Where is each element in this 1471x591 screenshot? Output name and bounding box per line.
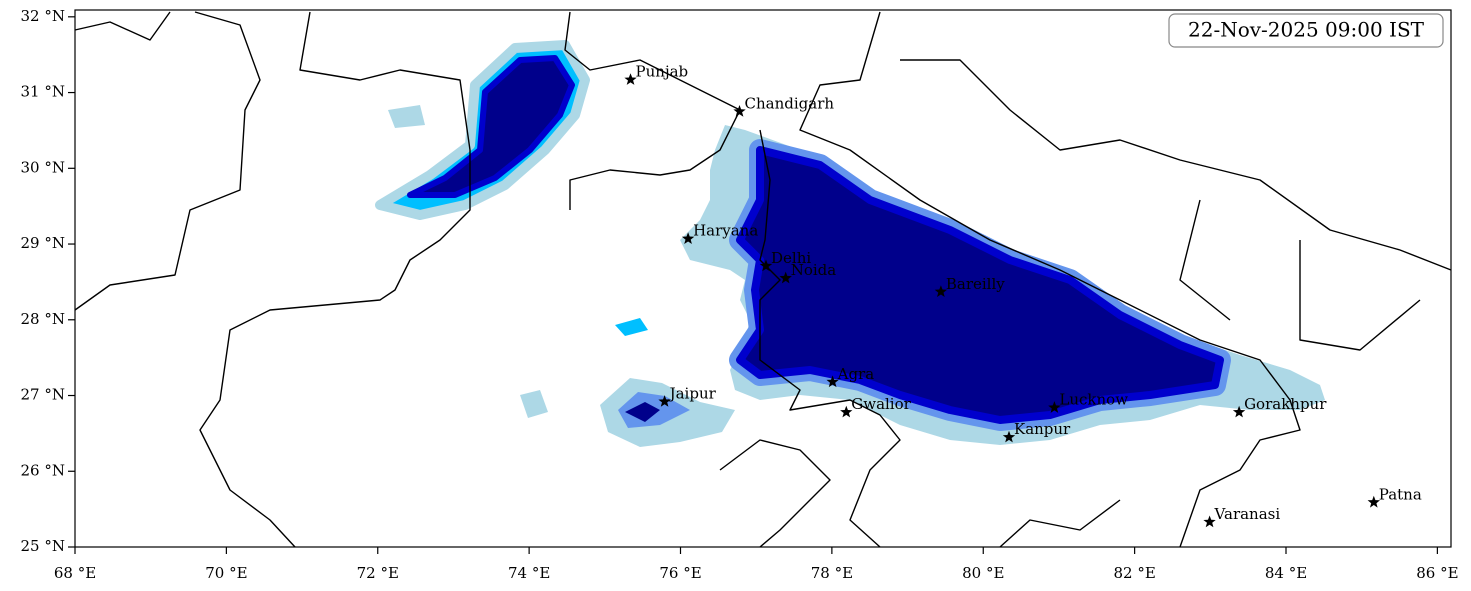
city-label: Chandigarh [745,94,835,112]
city-label: Noida [791,261,837,279]
city-marker [934,285,947,297]
y-tick-label: 32 °N [21,7,65,25]
city-label: Gorakhpur [1244,395,1327,413]
rain-outer [388,105,425,128]
y-tick-label: 27 °N [21,386,65,404]
x-tick-label: 86 °E [1416,564,1458,582]
city-marker [826,375,839,388]
y-tick-label: 29 °N [21,234,65,252]
city-label: Varanasi [1214,505,1281,523]
rain-core [625,402,660,422]
city-marker [759,259,773,272]
city-marker [779,271,792,284]
city-marker [1002,430,1016,443]
x-tick-label: 70 °E [205,564,247,582]
rain-core [407,55,575,198]
border [564,11,741,210]
x-tick-label: 72 °E [357,564,399,582]
city-label: Agra [837,365,875,383]
border [199,11,471,548]
y-tick-label: 25 °N [21,537,65,555]
y-tick-label: 30 °N [21,158,65,176]
x-tick-label: 80 °E [962,564,1004,582]
rain-core [736,146,1224,424]
border [74,11,261,311]
city-label: Bareilly [946,275,1005,293]
city-marker [733,105,746,117]
x-tick-label: 84 °E [1265,564,1307,582]
border [799,11,1301,548]
city-marker [624,73,637,85]
city-marker [840,405,853,418]
borders [74,11,1452,548]
border [719,439,1121,548]
city-label: Punjab [636,63,689,81]
border [900,59,1452,351]
axes: 68 °E 70 °E 72 °E 74 °E 76 °E 78 °E 80 °E 82 °E… [21,7,1459,582]
border [759,129,901,548]
y-tick-label: 31 °N [21,83,65,101]
city-marker [1367,495,1380,508]
city-marker [1048,401,1061,413]
city-label: Haryana [693,222,758,240]
map-title: 22-Nov-2025 09:00 IST [1188,18,1425,42]
city-label: Kanpur [1014,420,1071,438]
x-tick-label: 68 °E [54,564,96,582]
city-label: Lucknow [1059,391,1128,409]
city-label: Patna [1379,485,1422,503]
city-marker [681,232,695,244]
city-label: Delhi [771,249,811,267]
rain-field [375,40,1325,447]
y-tick-label: 28 °N [21,310,65,328]
city-marker [658,395,671,407]
x-tick-label: 74 °E [508,564,550,582]
city-marker [1232,405,1246,418]
title-box [1168,13,1444,48]
x-tick-label: 78 °E [811,564,853,582]
rain-outer [520,390,548,418]
x-tick-label: 82 °E [1113,564,1155,582]
city-label: Gwalior [851,395,911,413]
rain-outer [615,318,648,336]
y-tick-label: 26 °N [21,461,65,479]
city-label: Jaipur [668,385,717,403]
plot-frame [74,9,1452,548]
city-marker [1203,515,1216,528]
x-tick-label: 76 °E [659,564,701,582]
